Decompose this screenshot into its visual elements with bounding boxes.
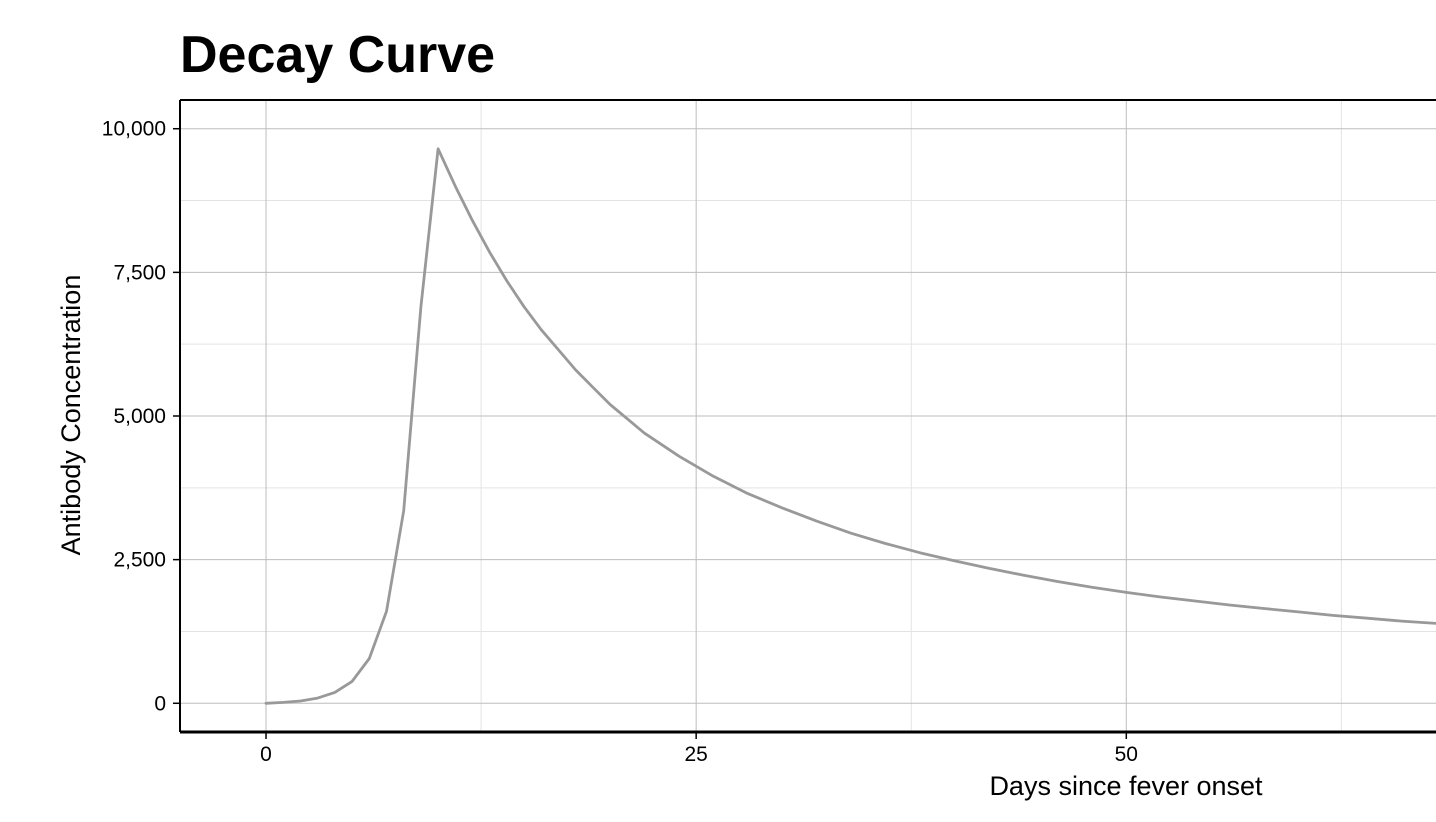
y-tick-label: 10,000 [102,118,166,141]
chart-title: Decay Curve [180,26,495,84]
y-tick-label: 0 [154,692,166,715]
grid [180,100,1436,732]
x-tick-label: 0 [260,743,272,766]
series-layer [264,147,1436,705]
x-tick-label: 50 [1115,743,1138,766]
x-tick-label: 25 [684,743,707,766]
axes [173,99,1436,739]
tick-labels: 0 2,500 5,000 7,500 10,000 0 25 50 [102,118,1138,766]
y-tick-label: 2,500 [113,549,166,572]
series-line-0 [264,147,1436,705]
x-axis-label: Days since fever onset [989,771,1263,801]
y-tick-label: 7,500 [113,261,166,284]
y-axis-label: Antibody Concentration [56,275,86,556]
y-tick-label: 5,000 [113,405,166,428]
